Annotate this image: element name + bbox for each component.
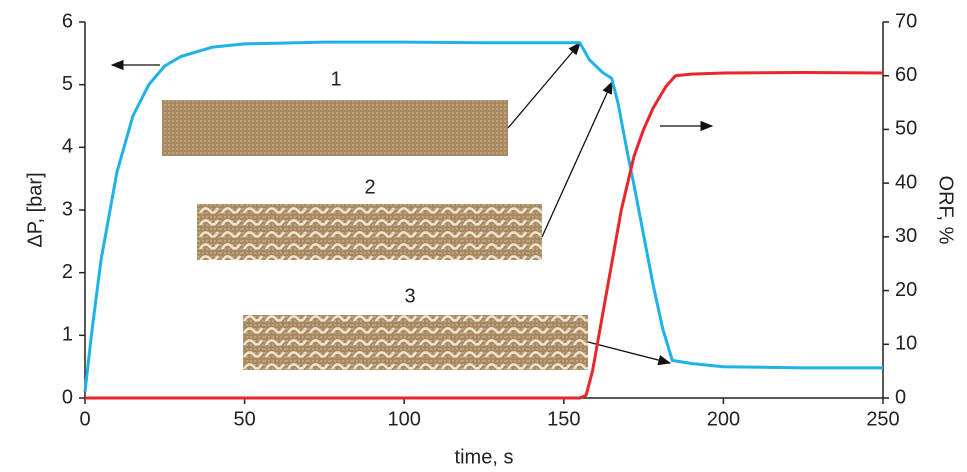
y2-tick-label: 10 xyxy=(895,333,917,355)
y-tick-label: 0 xyxy=(62,386,73,408)
x-tick-label: 150 xyxy=(547,408,580,430)
y-axis-label: ΔP, [bar] xyxy=(24,172,46,247)
arrow xyxy=(587,341,672,366)
inset-image-2 xyxy=(197,204,542,260)
y2-tick-label: 60 xyxy=(895,64,917,86)
annotation: 2 xyxy=(364,176,375,198)
data-line xyxy=(83,40,883,392)
inset-image-3 xyxy=(243,315,588,370)
y-tick-label: 3 xyxy=(62,198,73,220)
x-axis-label: time, s xyxy=(455,446,514,468)
data-line xyxy=(85,71,884,400)
y-tick-label: 2 xyxy=(62,261,73,283)
y-tick-label: 4 xyxy=(62,136,73,158)
x-tick-label: 200 xyxy=(707,408,740,430)
y2-tick-label: 20 xyxy=(895,279,917,301)
x-tick-label: 50 xyxy=(233,408,255,430)
x-tick-label: 250 xyxy=(866,408,899,430)
x-tick-label: 0 xyxy=(79,408,90,430)
arrow xyxy=(507,42,581,129)
y-tick-label: 1 xyxy=(62,324,73,346)
x-tick-label: 100 xyxy=(388,408,421,430)
annotation: 3 xyxy=(404,285,415,307)
y2-axis-label: ORF, % xyxy=(935,176,957,245)
arrow xyxy=(541,80,613,238)
annotation: 1 xyxy=(330,68,341,90)
y2-tick-label: 0 xyxy=(895,386,906,408)
annotation-arrows xyxy=(110,42,714,366)
inset-image-1 xyxy=(162,100,508,156)
y2-tick-label: 30 xyxy=(895,225,917,247)
y-tick-label: 5 xyxy=(62,73,73,95)
y2-tick-label: 50 xyxy=(895,118,917,140)
y-tick-label: 6 xyxy=(62,10,73,32)
y2-tick-label: 40 xyxy=(895,171,917,193)
inset-images xyxy=(162,100,588,370)
y2-tick-label: 70 xyxy=(895,10,917,32)
